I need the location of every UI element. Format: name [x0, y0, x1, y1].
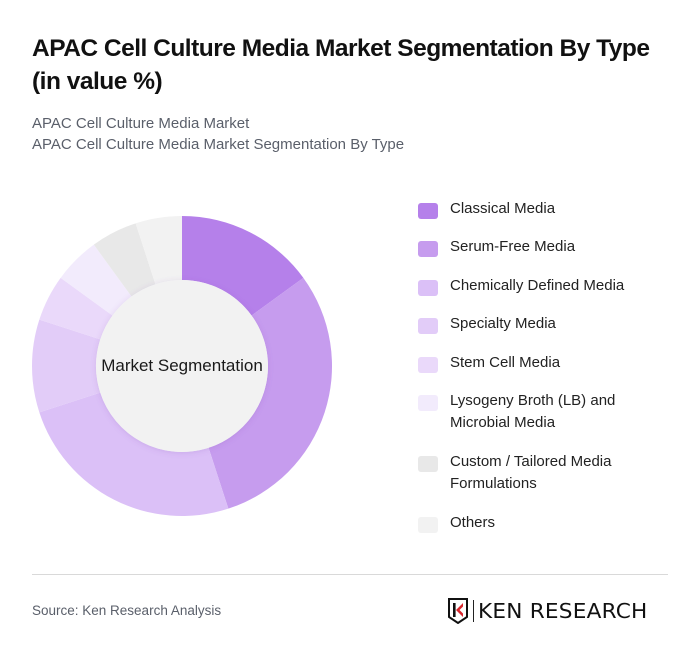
- donut-svg: [31, 216, 332, 516]
- legend-item-lb-microbial-media[interactable]: Lysogeny Broth (LB) and Microbial Media: [418, 390, 660, 434]
- legend-swatch-icon: [418, 280, 438, 296]
- footer-divider: [32, 574, 668, 575]
- legend-swatch-icon: [418, 517, 438, 533]
- legend-swatch-icon: [418, 241, 438, 257]
- legend-swatch-icon: [418, 357, 438, 373]
- legend-label: Serum-Free Media: [450, 238, 576, 255]
- source-note: Source: Ken Research Analysis: [32, 603, 222, 618]
- legend-item-stem-cell-media[interactable]: Stem Cell Media: [418, 352, 660, 374]
- legend-item-specialty-media[interactable]: Specialty Media: [418, 313, 660, 335]
- donut-segment-classical-media[interactable]: [182, 216, 304, 316]
- legend-label: Custom / Tailored Media Formulations: [450, 453, 612, 492]
- legend-label: Chemically Defined Media: [450, 277, 625, 294]
- legend-item-serum-free-media[interactable]: Serum-Free Media: [418, 236, 660, 258]
- donut-segment-chemically-defined-media[interactable]: [39, 392, 229, 516]
- ken-research-logo: KEN RESEARCH: [448, 598, 647, 624]
- legend-label: Classical Media: [450, 200, 556, 217]
- legend-item-classical-media[interactable]: Classical Media: [418, 198, 660, 220]
- donut-segment-lysogeny-broth-lb-and-microbial-media[interactable]: [60, 244, 132, 316]
- ken-research-shield-icon: [448, 598, 468, 624]
- legend-swatch-icon: [418, 203, 438, 219]
- legend-item-chemically-defined-media[interactable]: Chemically Defined Media: [418, 275, 660, 297]
- donut-segment-specialty-media[interactable]: [31, 319, 101, 413]
- page-title: APAC Cell Culture Media Market Segmentat…: [32, 35, 650, 95]
- subtitle: APAC Cell Culture Media Market APAC Cell…: [32, 113, 404, 155]
- logo-text: KEN RESEARCH: [478, 599, 648, 623]
- legend-item-others[interactable]: Others: [418, 512, 660, 534]
- legend-item-custom-tailored-media[interactable]: Custom / Tailored Media Formulations: [418, 451, 660, 495]
- legend-swatch-icon: [418, 456, 438, 472]
- legend-label: Stem Cell Media: [450, 354, 561, 371]
- legend-swatch-icon: [418, 318, 438, 334]
- logo-separator: [473, 600, 474, 622]
- subtitle-segmentation: APAC Cell Culture Media Market Segmentat…: [32, 136, 405, 153]
- donut-segment-serum-free-media[interactable]: [208, 277, 332, 509]
- donut-segment-stem-cell-media[interactable]: [39, 277, 113, 340]
- legend-label: Lysogeny Broth (LB) and Microbial Media: [450, 392, 616, 431]
- subtitle-market: APAC Cell Culture Media Market: [32, 115, 250, 132]
- donut-segment-custom-tailored-media-formulations[interactable]: [93, 223, 156, 297]
- donut-hole: [96, 280, 268, 452]
- donut-segment-others[interactable]: [135, 216, 182, 285]
- legend-label: Specialty Media: [450, 315, 556, 332]
- legend-label: Others: [450, 514, 496, 531]
- legend-swatch-icon: [418, 395, 438, 411]
- donut-chart: Market Segmentation: [30, 214, 334, 518]
